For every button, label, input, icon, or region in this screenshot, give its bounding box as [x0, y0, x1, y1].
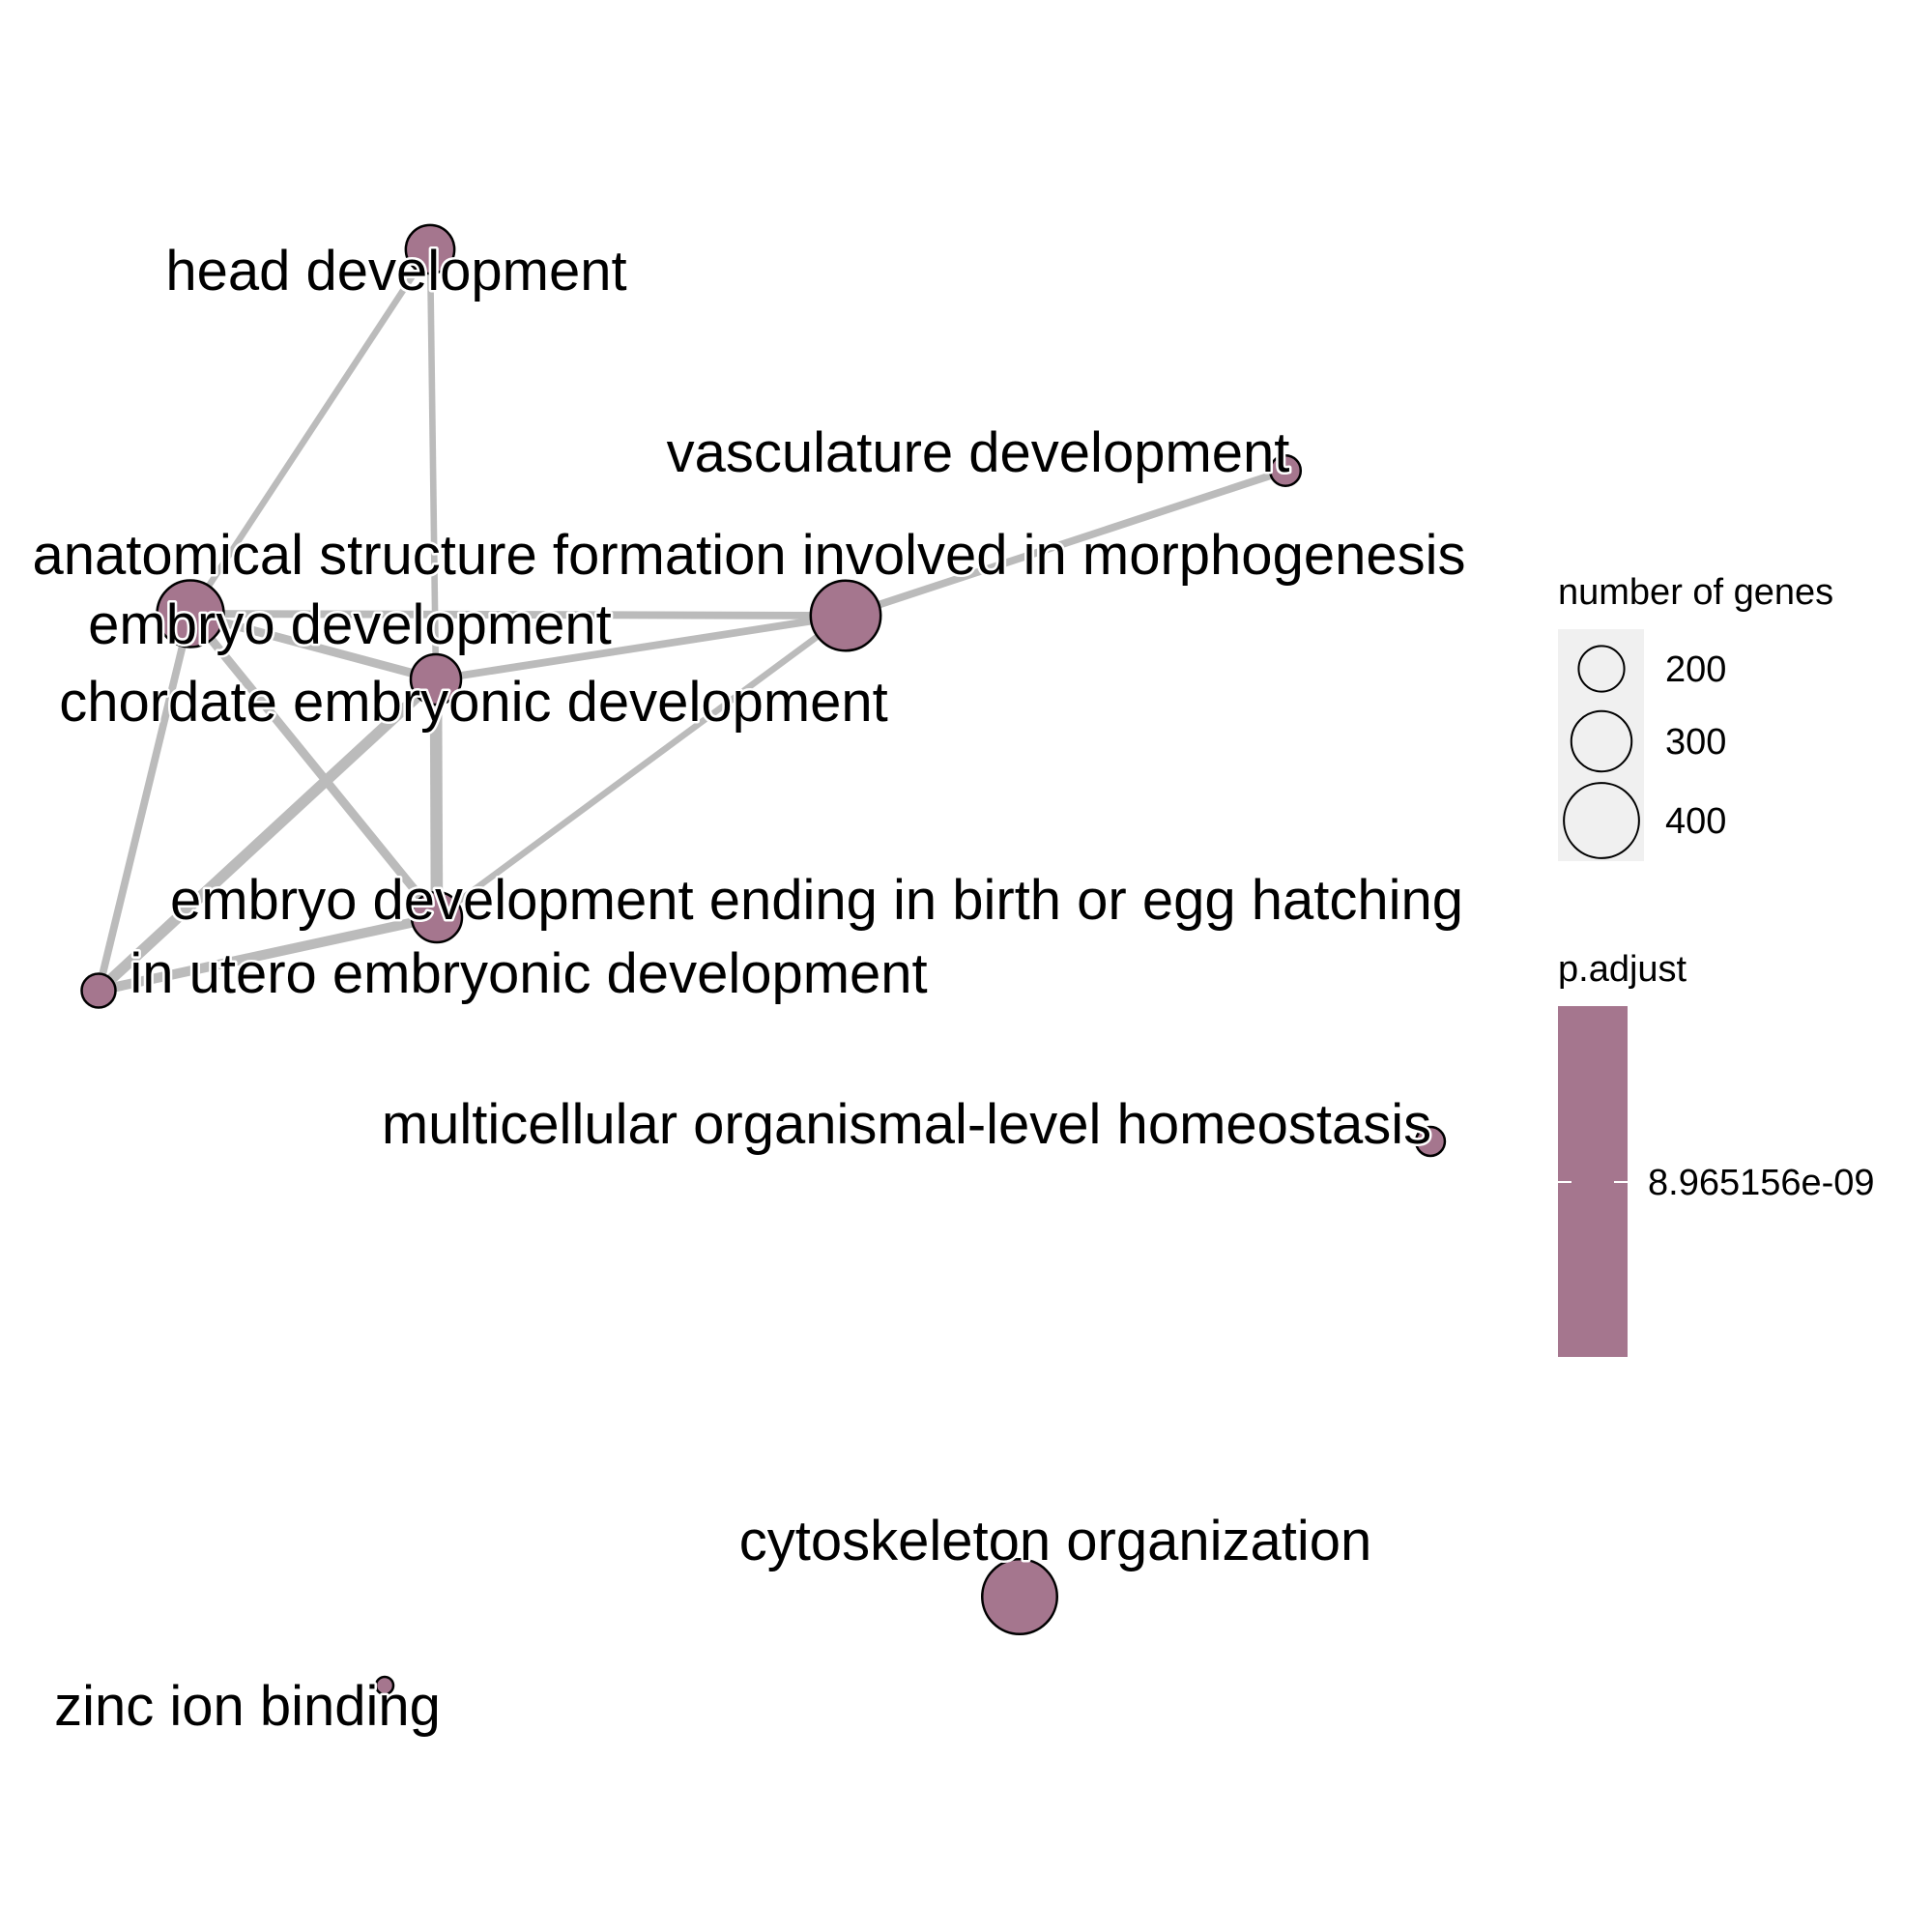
node-head[interactable]: [404, 223, 456, 275]
size-legend-title: number of genes: [1558, 572, 1833, 613]
edge-embryo-birth: [187, 611, 441, 920]
nodes-layer: [80, 223, 1447, 1696]
size-legend-label-200: 200: [1665, 649, 1726, 690]
size-legend: number of genes 200 300 400: [1558, 572, 1833, 861]
size-legend-key-300: [1570, 709, 1633, 773]
edge-chord-anat: [435, 612, 847, 683]
edge-head-embryo: [187, 247, 433, 616]
edge-embryo-utero: [95, 613, 194, 992]
node-label-head: head development: [165, 240, 626, 303]
node-anat[interactable]: [809, 579, 882, 652]
node-vasc[interactable]: [1268, 453, 1303, 488]
edge-anat-vasc: [844, 467, 1287, 620]
node-embryo[interactable]: [156, 579, 225, 649]
edge-chord-utero: [95, 675, 440, 995]
color-bar-label: 8.965156e-09: [1648, 1163, 1875, 1203]
size-legend-label-300: 300: [1665, 722, 1726, 763]
node-homeo[interactable]: [1414, 1125, 1447, 1158]
node-label-embryo: embryo development: [88, 593, 612, 656]
node-cyto[interactable]: [981, 1558, 1058, 1635]
node-label-cyto: cytoskeleton organization: [739, 1510, 1372, 1572]
edge-embryo-anat: [189, 610, 847, 620]
node-chord[interactable]: [409, 652, 463, 706]
edge-chord-birth: [429, 678, 444, 918]
node-label-chord: chordate embryonic development: [59, 671, 888, 734]
node-label-utero: in utero embryonic development: [130, 942, 927, 1005]
node-birth[interactable]: [410, 890, 464, 944]
labels-layer: head development vasculature development a…: [30, 238, 1468, 1741]
size-legend-key-200: [1577, 645, 1626, 693]
edge-anat-birth: [435, 613, 848, 920]
node-zinc[interactable]: [374, 1675, 395, 1696]
size-legend-key-400: [1563, 782, 1640, 859]
edge-birth-utero: [97, 912, 439, 995]
color-legend-title: p.adjust: [1558, 949, 1687, 990]
node-label-birth: embryo development ending in birth or eg…: [170, 869, 1463, 932]
node-utero[interactable]: [80, 972, 117, 1009]
node-label-anat: anatomical structure formation involved …: [33, 524, 1466, 587]
node-label-zinc: zinc ion binding: [54, 1675, 441, 1738]
edge-embryo-chord: [188, 609, 438, 684]
edge-head-chord: [426, 248, 440, 680]
edges-layer: [95, 247, 1287, 995]
node-label-vasc: vasculature development: [667, 421, 1290, 484]
node-label-homeo: multicellular organismal-level homeostas…: [382, 1093, 1431, 1156]
size-legend-label-400: 400: [1665, 801, 1726, 842]
color-legend: p.adjust 8.965156e-09: [1558, 949, 1875, 1357]
